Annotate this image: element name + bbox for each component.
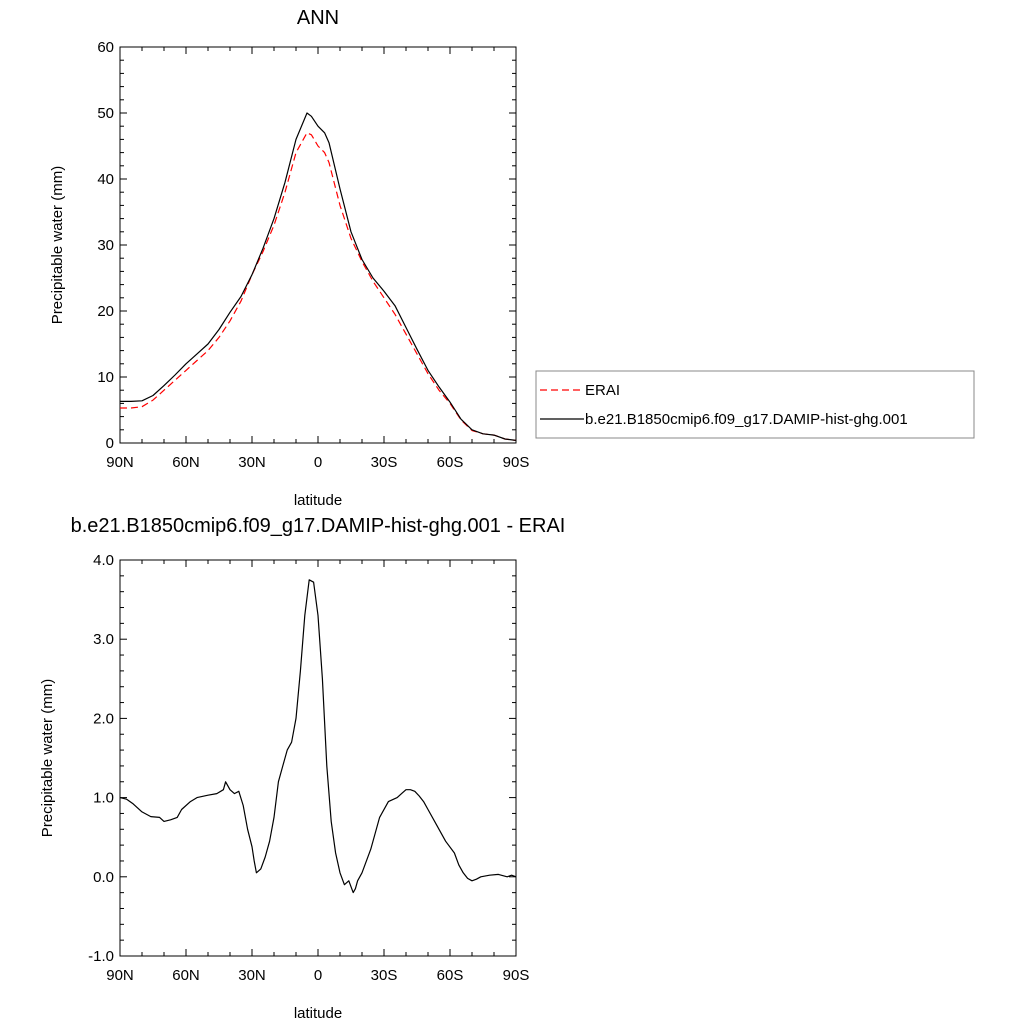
top-ytick-label: 40	[97, 171, 114, 188]
bottom-xtick-label: 30S	[371, 967, 398, 984]
bottom-xtick-label: 60N	[172, 967, 200, 984]
bottom-xtick-label: 30N	[238, 967, 266, 984]
bottom-difference-chart: b.e21.B1850cmip6.f09_g17.DAMIP-hist-ghg.…	[39, 515, 565, 1022]
top-xtick-label: 60N	[172, 454, 200, 471]
top-ytick-label: 50	[97, 105, 114, 122]
bottom-chart-ticks: 90N 60N 30N 0 30S 60S 90S -1.0 0.0 1.0 2.0 3.0 4.0	[88, 552, 529, 984]
top-xtick-label: 90N	[106, 454, 134, 471]
top-chart-series	[120, 112, 517, 441]
bottom-chart-ylabel: Precipitable water (mm)	[39, 679, 56, 837]
legend-model-label: b.e21.B1850cmip6.f09_g17.DAMIP-hist-ghg.…	[585, 411, 908, 428]
top-ytick-label: 60	[97, 39, 114, 56]
bottom-xtick-label: 90N	[106, 967, 134, 984]
top-ytick-label: 10	[97, 369, 114, 386]
top-xtick-label: 0	[314, 454, 322, 471]
top-chart-plot-frame	[119, 46, 517, 444]
top-chart-title: ANN	[297, 7, 339, 29]
bottom-xtick-label: 90S	[503, 967, 530, 984]
top-ytick-label: 0	[106, 435, 114, 452]
bottom-ytick-label: 2.0	[93, 710, 114, 727]
bottom-chart-title: b.e21.B1850cmip6.f09_g17.DAMIP-hist-ghg.…	[71, 515, 566, 537]
bottom-series-line-0	[119, 579, 517, 894]
bottom-ytick-label: -1.0	[88, 948, 114, 965]
top-line-chart: ANN 90N 60N 30N 0 30S 60S 90S 0 10 20 30 40 50 60 Pre…	[49, 7, 529, 509]
top-xtick-label: 90S	[503, 454, 530, 471]
bottom-ytick-label: 0.0	[93, 869, 114, 886]
top-series-line-0	[120, 132, 517, 441]
legend-box	[535, 370, 975, 439]
bottom-chart-xlabel: latitude	[294, 1005, 342, 1022]
top-xtick-label: 30N	[238, 454, 266, 471]
bottom-ytick-label: 1.0	[93, 790, 114, 807]
bottom-xtick-label: 60S	[437, 967, 464, 984]
bottom-ytick-label: 3.0	[93, 631, 114, 648]
bottom-xtick-label: 0	[314, 967, 322, 984]
top-chart-ticks: 90N 60N 30N 0 30S 60S 90S 0 10 20 30 40 50 60	[97, 39, 529, 471]
bottom-chart-series	[119, 579, 517, 894]
top-chart-xlabel: latitude	[294, 492, 342, 509]
legend-erai-label: ERAI	[585, 382, 620, 399]
top-chart-ylabel: Precipitable water (mm)	[49, 166, 66, 324]
top-ytick-label: 20	[97, 303, 114, 320]
bottom-ytick-label: 4.0	[93, 552, 114, 569]
top-xtick-label: 60S	[437, 454, 464, 471]
top-series-line-1	[120, 112, 517, 441]
top-xtick-label: 30S	[371, 454, 398, 471]
top-ytick-label: 30	[97, 237, 114, 254]
top-chart-legend: ERAI b.e21.B1850cmip6.f09_g17.DAMIP-hist…	[535, 370, 975, 439]
